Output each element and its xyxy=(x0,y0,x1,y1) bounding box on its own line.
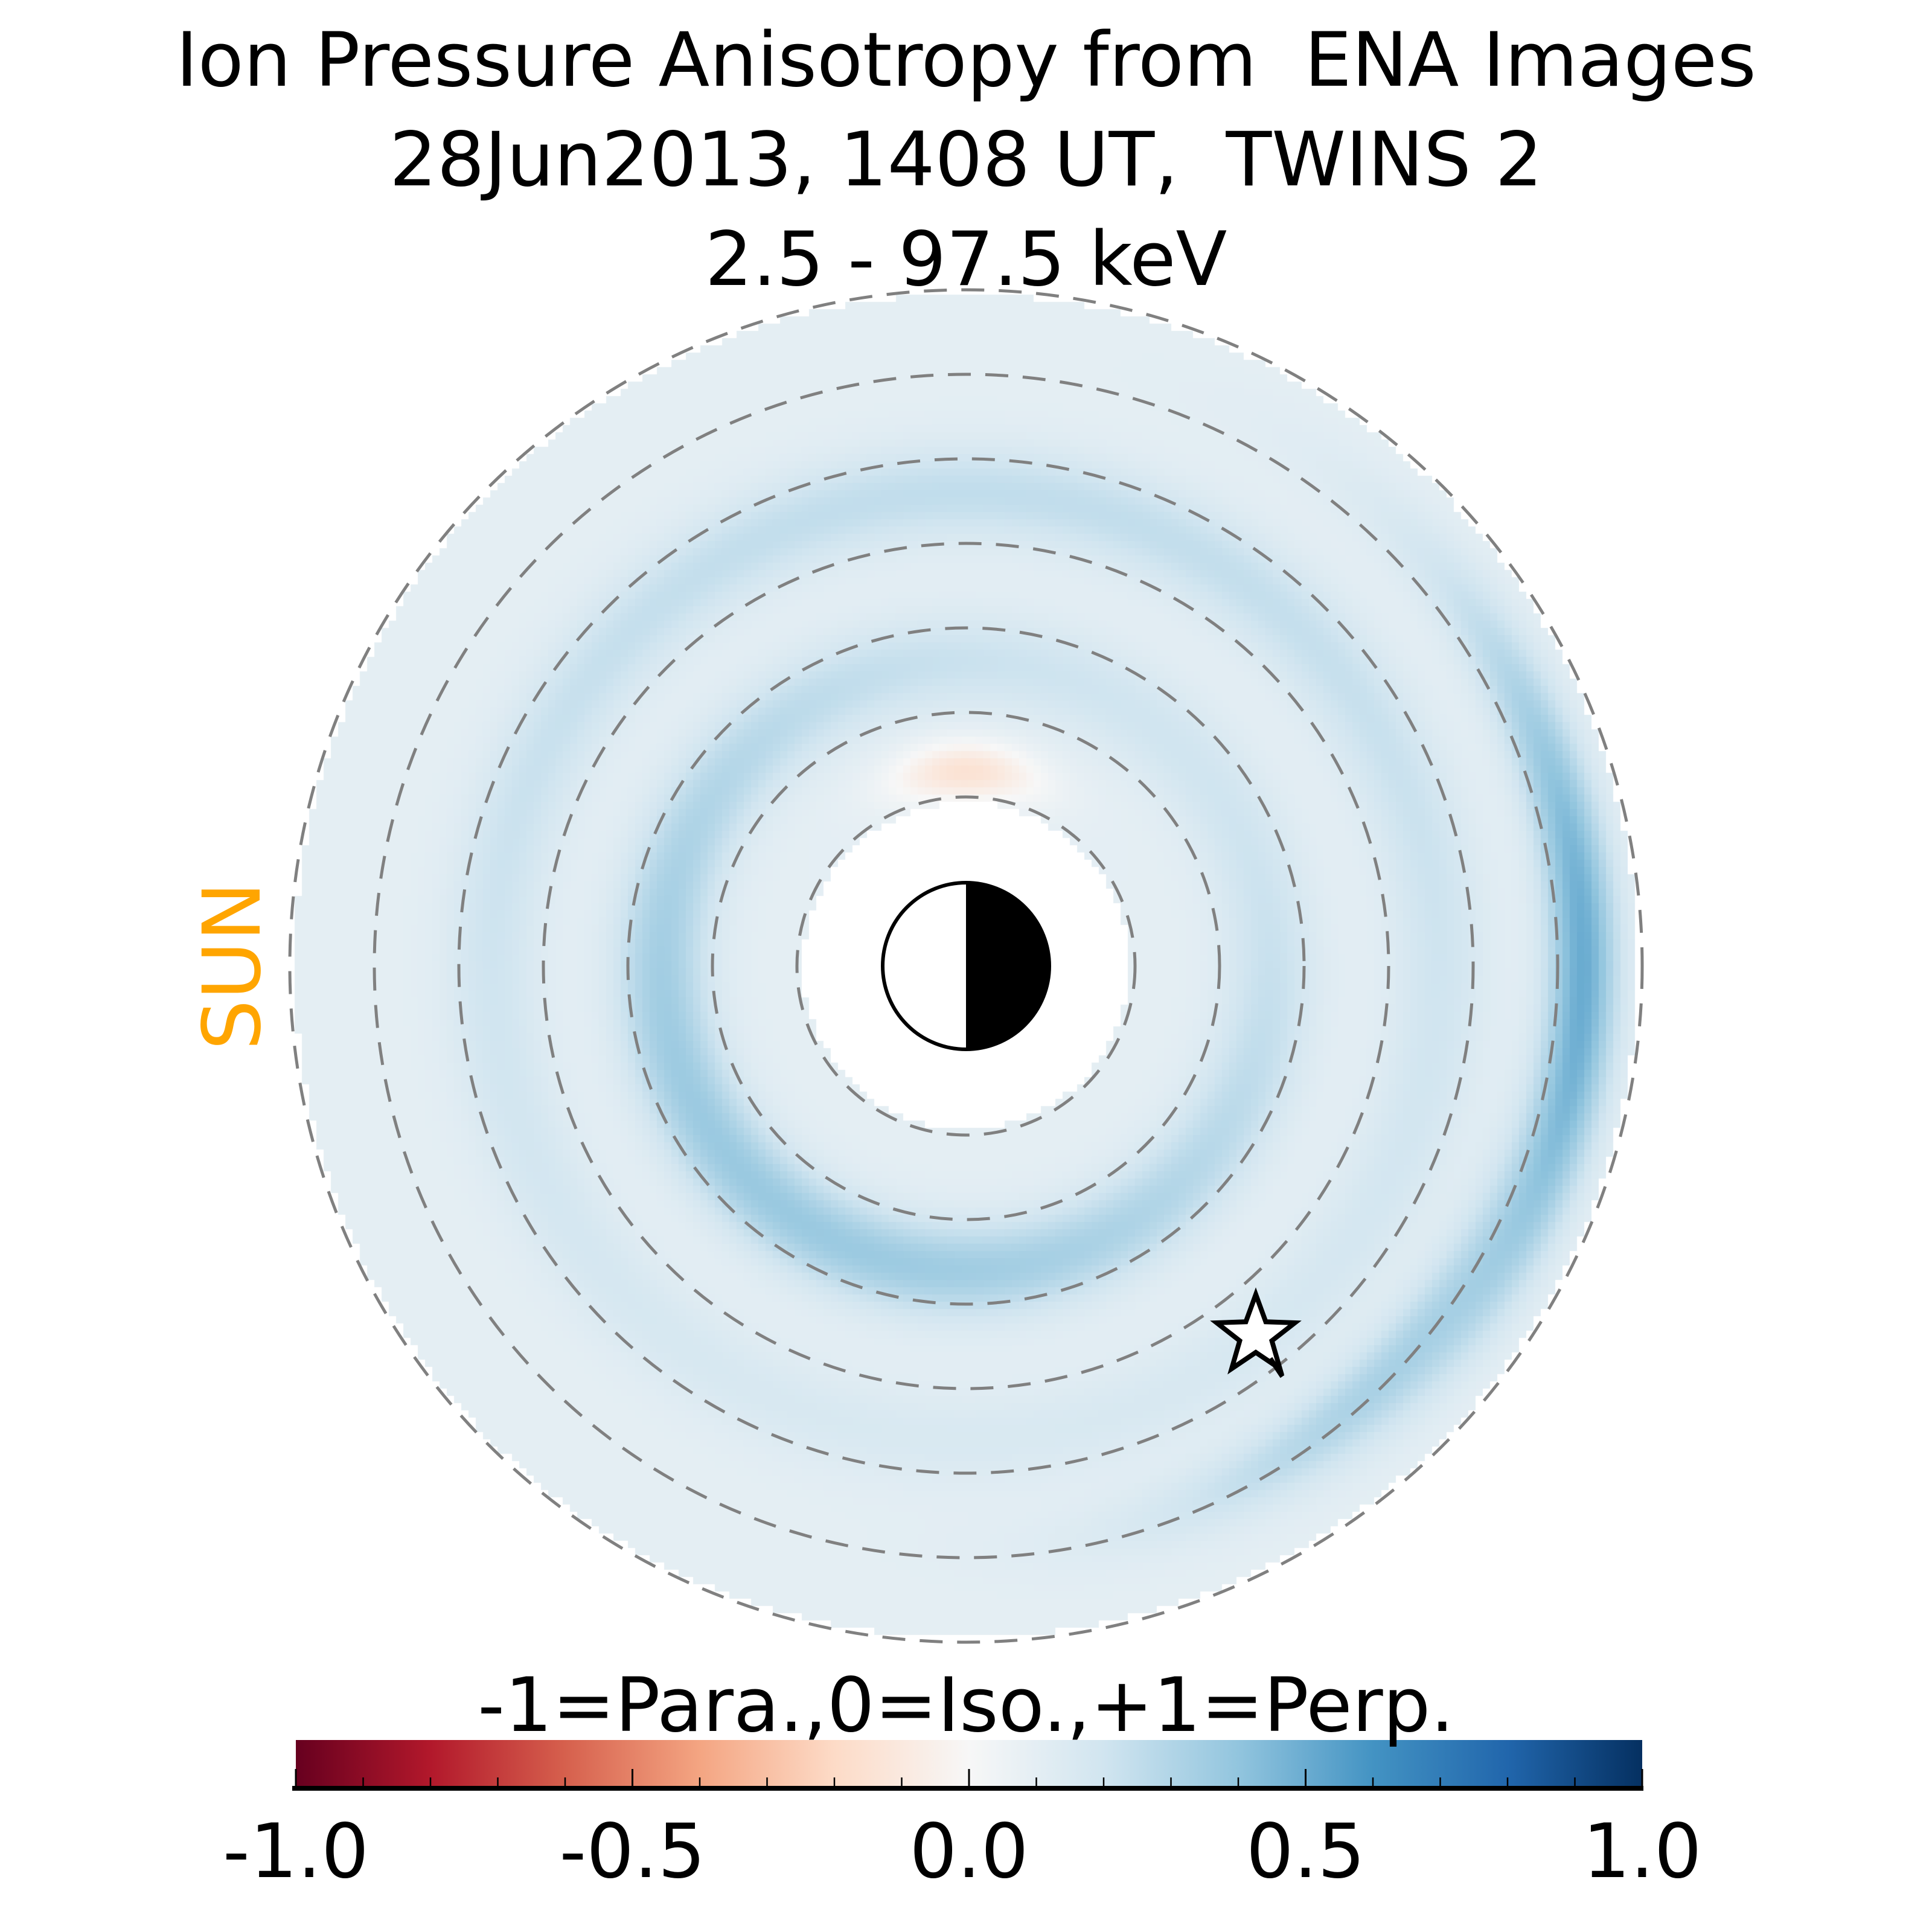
earth-night-side xyxy=(966,881,1051,1051)
dashed-radius-circle xyxy=(373,373,1559,1559)
dashed-radius-circle xyxy=(288,288,1644,1644)
star-marker-tick xyxy=(1268,1357,1285,1378)
earth-outline xyxy=(881,881,1051,1051)
colorbar-tick-label: -0.5 xyxy=(559,1808,706,1895)
colorbar-tick-label: 0.0 xyxy=(909,1808,1029,1895)
title-line-1: Ion Pressure Anisotropy from ENA Images xyxy=(176,17,1756,104)
colorbar-tick-label: -1.0 xyxy=(223,1808,369,1895)
dashed-radius-circle xyxy=(457,457,1475,1475)
title-line-2: 28Jun2013, 1408 UT, TWINS 2 xyxy=(389,117,1543,203)
colorbar-label: -1=Para.,0=Iso.,+1=Perp. xyxy=(478,1662,1454,1749)
title-line-3: 2.5 - 97.5 keV xyxy=(705,216,1227,303)
colorbar-tick-label: 1.0 xyxy=(1582,1808,1702,1895)
colorbar-tick-label: 0.5 xyxy=(1246,1808,1366,1895)
dashed-radius-circle xyxy=(711,711,1221,1221)
dashed-radius-circle xyxy=(626,626,1306,1306)
dashed-radius-circle xyxy=(795,795,1137,1137)
dashed-radius-circle xyxy=(542,542,1390,1390)
star-marker-icon xyxy=(1210,1287,1302,1375)
sun-label: SUN xyxy=(186,881,279,1051)
